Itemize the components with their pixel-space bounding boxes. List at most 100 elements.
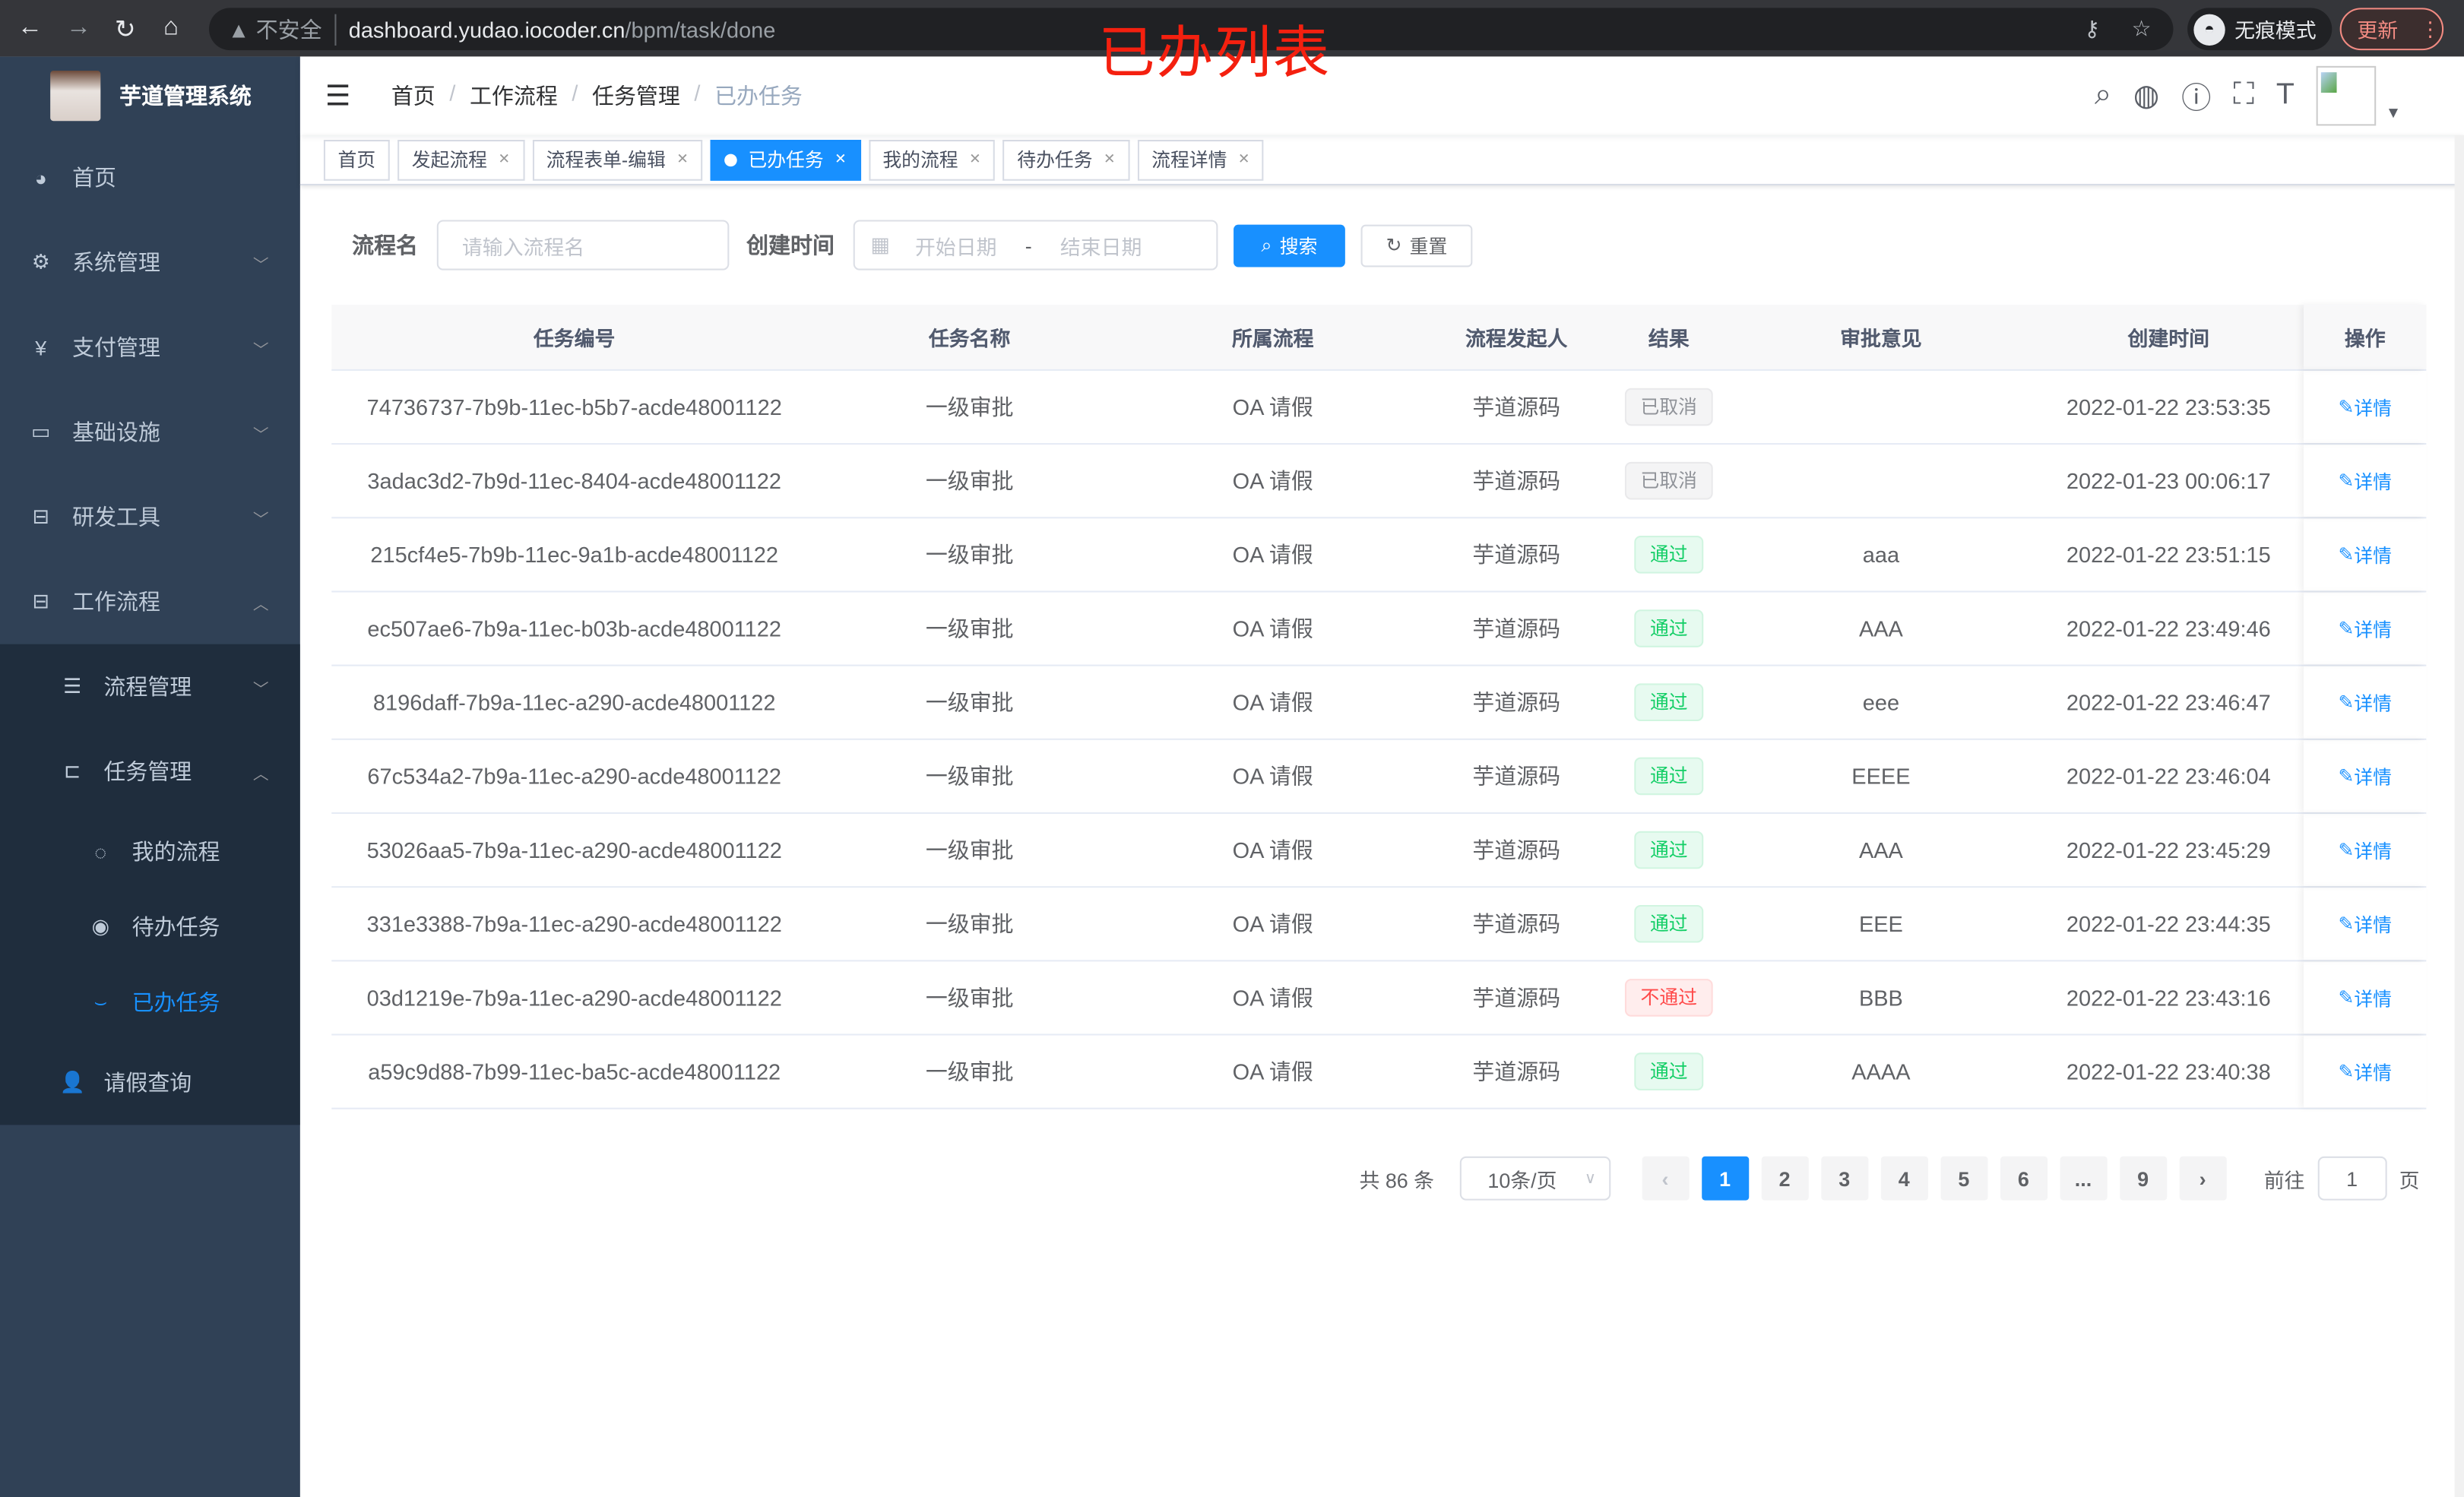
tag-home[interactable]: 首页 (323, 138, 390, 180)
close-icon[interactable]: ✕ (1237, 150, 1250, 167)
font-size-icon[interactable]: T (2276, 78, 2295, 112)
sidebar-item-process-manage[interactable]: ☰ 流程管理 ﹀ (0, 644, 300, 730)
detail-link[interactable]: 详情 (2354, 544, 2392, 567)
sidebar-item-infra[interactable]: ▭ 基础设施 ﹀ (0, 390, 300, 475)
chevron-down-icon: ﹀ (252, 426, 269, 445)
forward-icon[interactable]: → (65, 14, 91, 41)
breadcrumb-item[interactable]: 首页 (391, 83, 435, 109)
github-icon[interactable]: ◍ (2133, 79, 2160, 112)
tag-todo[interactable]: 待办任务 ✕ (1002, 138, 1130, 180)
tag-done-tasks[interactable]: 已办任务 ✕ (710, 138, 861, 180)
key-icon[interactable]: ⚷ (2083, 15, 2101, 41)
page-5[interactable]: 5 (1940, 1156, 1987, 1201)
sidebar-item-home[interactable]: ◕ 首页 (0, 135, 300, 220)
goto-label: 前往 (2263, 1168, 2305, 1192)
edit-icon: ✎ (2338, 913, 2355, 935)
sidebar-item-system[interactable]: ⚙ 系统管理 ﹀ (0, 220, 300, 305)
close-icon[interactable]: ✕ (498, 150, 511, 167)
page-6[interactable]: 6 (2000, 1156, 2048, 1201)
close-icon[interactable]: ✕ (969, 150, 981, 167)
initiator-text: 芋道源码 (1472, 616, 1561, 641)
process-name-text: OA 请假 (1232, 763, 1313, 789)
detail-link[interactable]: 详情 (2354, 1061, 2392, 1084)
detail-link[interactable]: 详情 (2354, 987, 2392, 1010)
cell-actions: ✎ 详情 (2304, 371, 2426, 443)
sidebar-item-done[interactable]: ⌣ 已办任务 (0, 965, 300, 1040)
result-badge: 通过 (1634, 683, 1704, 722)
process-name-input[interactable]: 请输入流程名 (436, 220, 730, 271)
caret-down-icon[interactable]: ▼ (2385, 104, 2402, 122)
close-icon[interactable]: ✕ (835, 150, 847, 167)
task-id-text: 53026aa5-7b9a-11ec-a290-acde48001122 (366, 837, 782, 863)
cell-comment: AAA (1728, 837, 2033, 862)
create-time-text: 2022-01-22 23:49:46 (2066, 616, 2271, 641)
page-scrollbar[interactable] (2454, 135, 2464, 1497)
page-2[interactable]: 2 (1761, 1156, 1809, 1201)
detail-link[interactable]: 详情 (2354, 765, 2392, 788)
start-date[interactable]: 开始日期 (914, 235, 997, 259)
end-date[interactable]: 结束日期 (1059, 235, 1142, 259)
next-page-button[interactable]: › (2179, 1156, 2227, 1201)
update-button[interactable]: 更新 ⋮ (2339, 8, 2444, 51)
back-icon[interactable]: ← (17, 14, 43, 41)
page-9[interactable]: 9 (2119, 1156, 2167, 1201)
tag-process-detail[interactable]: 流程详情 ✕ (1137, 138, 1265, 180)
menu-label: 任务管理 (103, 758, 192, 784)
cell-initiator: 芋道源码 (1424, 465, 1609, 496)
more-pages[interactable]: ... (2059, 1156, 2108, 1201)
date-range-picker[interactable]: ▦ 开始日期 - 结束日期 (853, 220, 1218, 271)
detail-link[interactable]: 详情 (2354, 470, 2392, 493)
sidebar-item-devtools[interactable]: ⊟ 研发工具 ﹀ (0, 474, 300, 559)
close-icon[interactable]: ✕ (676, 150, 689, 167)
tree-icon: ⊏ (63, 758, 81, 783)
page-size-select[interactable]: 10条/页 ∨ (1459, 1156, 1610, 1201)
tag-start-process[interactable]: 发起流程 ✕ (397, 138, 524, 180)
logo[interactable]: 芋道管理系统 (0, 56, 300, 135)
detail-link[interactable]: 详情 (2354, 397, 2392, 419)
prev-page-button[interactable]: ‹ (1641, 1156, 1690, 1201)
tag-label: 首页 (337, 149, 376, 172)
cell-process-name: OA 请假 (1122, 982, 1424, 1013)
page-3[interactable]: 3 (1820, 1156, 1868, 1201)
page-1[interactable]: 1 (1701, 1156, 1749, 1201)
sidebar-item-task-manage[interactable]: ⊏ 任务管理 ︿ (0, 729, 300, 814)
sidebar-item-todo[interactable]: ◉ 待办任务 (0, 889, 300, 964)
done-tasks-table: 任务编号 任务名称 所属流程 流程发起人 结果 审批意见 创建时间 操作 747… (331, 305, 2427, 1109)
address-bar[interactable]: ▲ 不安全 dashboard.yudao.iocoder.cn/bpm/tas… (208, 8, 2174, 51)
breadcrumb-item[interactable]: 任务管理 (592, 83, 680, 109)
create-time-label: 创建时间 (746, 233, 835, 258)
home-icon[interactable]: ⌂ (163, 14, 179, 41)
chevron-up-icon: ︿ (252, 596, 269, 614)
sidebar-item-my-process[interactable]: ◌ 我的流程 (0, 814, 300, 889)
page-4[interactable]: 4 (1880, 1156, 1928, 1201)
star-icon[interactable]: ☆ (2131, 15, 2152, 41)
breadcrumb-item[interactable]: 工作流程 (469, 83, 558, 109)
avatar[interactable] (2316, 65, 2377, 126)
sidebar-item-pay[interactable]: ¥ 支付管理 ﹀ (0, 305, 300, 390)
detail-link[interactable]: 详情 (2354, 692, 2392, 714)
result-badge: 已取消 (1624, 388, 1713, 426)
sidebar-item-leave[interactable]: 👤 请假查询 (0, 1040, 300, 1125)
detail-link[interactable]: 详情 (2354, 913, 2392, 936)
hamburger-icon[interactable]: ☰ (325, 79, 351, 111)
search-icon[interactable]: ⌕ (2094, 78, 2111, 112)
process-name-text: OA 请假 (1232, 1059, 1313, 1084)
incognito-badge[interactable]: ◓ 无痕模式 (2187, 8, 2333, 51)
create-time-text: 2022-01-22 23:53:35 (2066, 394, 2271, 420)
search-button[interactable]: ⌕ 搜索 (1234, 223, 1345, 267)
tag-form-edit[interactable]: 流程表单-编辑 ✕ (532, 138, 703, 180)
reload-icon[interactable]: ↻ (114, 17, 136, 44)
detail-link[interactable]: 详情 (2354, 618, 2392, 641)
fullscreen-icon[interactable]: ⛶ (2233, 78, 2254, 112)
detail-link[interactable]: 详情 (2354, 840, 2392, 862)
sidebar-item-workflow[interactable]: ⊟ 工作流程 ︿ (0, 559, 300, 644)
comment-text: EEEE (1851, 763, 1911, 789)
cell-create-time: 2022-01-22 23:53:35 (2033, 394, 2304, 419)
task-name-text: 一级审批 (925, 837, 1014, 863)
reset-button[interactable]: ↻ 重置 (1360, 223, 1473, 267)
goto-page-input[interactable]: 1 (2317, 1156, 2387, 1201)
tag-my-process[interactable]: 我的流程 ✕ (868, 138, 996, 180)
close-icon[interactable]: ✕ (1104, 150, 1116, 167)
help-icon[interactable]: ⓘ (2181, 82, 2212, 116)
